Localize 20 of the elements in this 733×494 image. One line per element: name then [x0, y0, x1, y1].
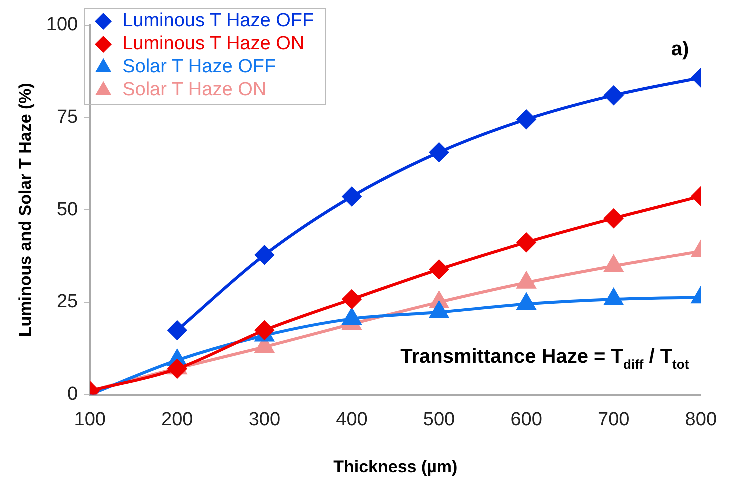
legend-label: Luminous T Haze ON	[122, 34, 305, 55]
x-tick-label: 300	[248, 409, 281, 430]
x-tick-label: 700	[598, 409, 630, 430]
annotation: a)	[671, 38, 690, 60]
x-tick-label: 600	[510, 409, 542, 430]
y-tick-label: 0	[68, 384, 78, 406]
y-tick-label: 100	[46, 14, 78, 36]
x-tick-label: 100	[74, 409, 106, 430]
y-tick-label: 75	[56, 106, 78, 128]
legend-label: Luminous T Haze OFF	[122, 10, 314, 32]
x-axis-title: Thickness (µm)	[334, 457, 458, 476]
x-tick-label: 800	[685, 409, 717, 430]
x-tick-label: 200	[162, 409, 194, 430]
y-tick-label: 25	[56, 292, 78, 313]
x-tick-label: 500	[423, 409, 456, 430]
y-axis-title: Luminous and Solar T Haze (%)	[16, 83, 35, 338]
y-tick-label: 50	[56, 199, 78, 220]
legend-label: Solar T Haze OFF	[122, 56, 276, 78]
legend-label: Solar T Haze ON	[122, 80, 267, 101]
x-tick-label: 400	[336, 409, 368, 430]
